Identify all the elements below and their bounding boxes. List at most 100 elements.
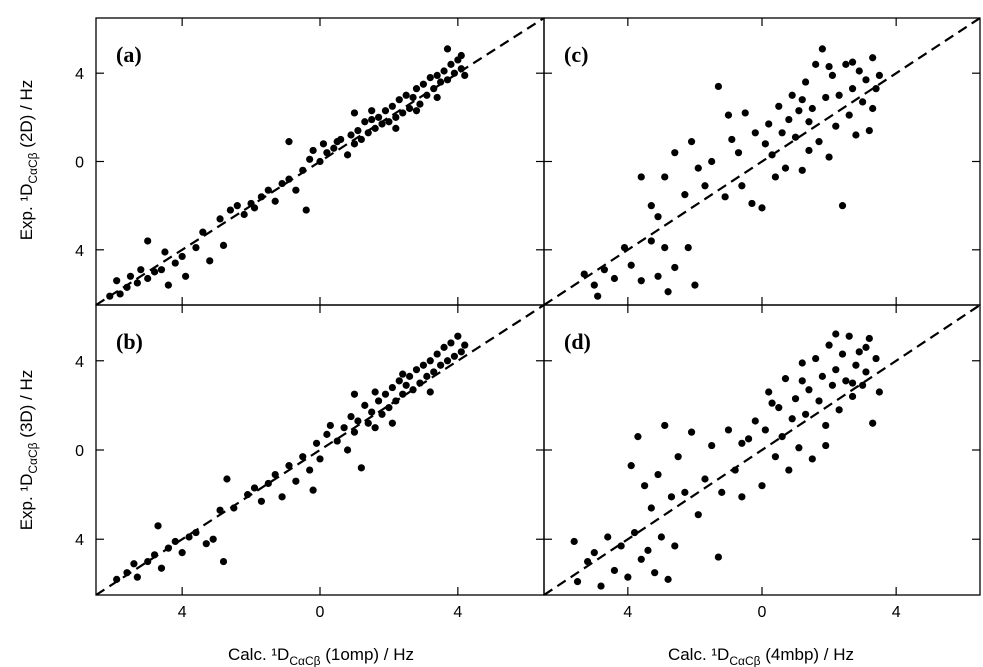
data-point	[144, 237, 152, 245]
data-point	[412, 366, 421, 374]
data-point	[805, 146, 813, 155]
data-point	[738, 182, 746, 190]
data-point	[233, 202, 241, 210]
data-point	[768, 151, 776, 159]
data-point	[691, 281, 699, 289]
data-point	[852, 131, 860, 139]
data-point	[426, 74, 434, 82]
data-point	[123, 569, 131, 577]
data-point	[855, 348, 863, 356]
data-point	[815, 138, 823, 146]
data-point	[316, 157, 324, 166]
data-point	[271, 470, 279, 479]
data-point	[818, 45, 826, 53]
data-point	[388, 383, 396, 392]
data-point	[694, 511, 702, 519]
data-point	[454, 332, 462, 340]
data-point	[627, 261, 635, 269]
data-point	[309, 146, 317, 155]
data-point	[116, 290, 124, 298]
data-point	[388, 102, 396, 110]
data-point	[164, 281, 172, 289]
data-point	[838, 202, 847, 210]
data-point	[832, 330, 840, 338]
data-point	[354, 126, 362, 135]
panel-label: (c)	[564, 42, 588, 67]
data-point	[406, 372, 414, 380]
data-point	[647, 237, 655, 245]
data-point	[271, 197, 279, 205]
data-point	[768, 399, 776, 407]
data-point	[714, 553, 723, 561]
data-point	[681, 191, 689, 199]
data-point	[216, 215, 224, 223]
data-point	[721, 193, 729, 201]
data-point	[178, 549, 186, 557]
data-point	[862, 76, 870, 84]
panel-a: 4 0 4 (a)	[75, 17, 545, 306]
data-point	[842, 60, 850, 68]
data-point	[610, 274, 619, 283]
data-point	[724, 426, 733, 434]
data-point	[634, 433, 642, 441]
reference-line	[96, 18, 544, 305]
data-point	[374, 113, 383, 121]
data-point	[570, 537, 578, 546]
data-point	[312, 439, 321, 447]
panel-b: 4 0 4 4 0 4 (b)	[75, 304, 545, 621]
data-point	[785, 466, 793, 474]
data-point	[257, 193, 266, 201]
data-point	[815, 397, 823, 405]
data-point	[708, 441, 716, 450]
data-point	[775, 102, 783, 110]
data-point	[440, 67, 448, 75]
y-tick-label: 4	[75, 66, 84, 83]
data-point	[409, 386, 417, 394]
data-point	[637, 555, 645, 563]
data-point	[364, 419, 372, 427]
x-axis-label-left: Calc. ¹DCαCβ (1omp) / Hz	[228, 645, 414, 667]
data-point	[788, 91, 796, 99]
y-tick-label: 0	[75, 155, 84, 172]
data-point	[835, 91, 843, 99]
data-point	[157, 266, 166, 274]
panel-c: (c)	[543, 17, 981, 306]
data-point	[443, 357, 452, 365]
data-point	[161, 248, 169, 256]
data-point	[154, 522, 162, 530]
data-point	[825, 341, 833, 349]
data-point	[869, 54, 877, 62]
data-point	[285, 175, 293, 183]
data-point	[330, 144, 338, 152]
data-point	[185, 533, 193, 541]
data-point	[447, 339, 455, 347]
x-axis-label-right: Calc. ¹DCαCβ (4mbp) / Hz	[668, 645, 854, 667]
data-point	[865, 126, 873, 135]
data-point	[734, 149, 743, 157]
data-point	[333, 437, 341, 445]
data-point	[681, 488, 689, 496]
data-point	[350, 140, 359, 148]
data-point	[381, 390, 390, 398]
data-point	[741, 109, 749, 117]
reference-line	[544, 305, 980, 595]
data-point	[822, 93, 830, 102]
data-point	[751, 129, 759, 137]
data-point	[457, 348, 465, 356]
data-point	[852, 361, 860, 369]
data-point	[771, 453, 780, 461]
data-point	[620, 244, 629, 252]
data-point	[219, 241, 228, 249]
data-point	[600, 266, 608, 274]
y-tick-label: 0	[75, 443, 84, 460]
data-point	[430, 368, 438, 376]
data-point	[309, 486, 317, 494]
data-point	[798, 166, 806, 174]
data-point	[781, 375, 790, 383]
data-point	[584, 557, 592, 566]
data-point	[661, 421, 669, 430]
y-axis-label-top: Exp. ¹DCαCβ (2D) / Hz	[17, 80, 40, 241]
data-point	[412, 85, 421, 93]
data-point	[137, 266, 145, 274]
